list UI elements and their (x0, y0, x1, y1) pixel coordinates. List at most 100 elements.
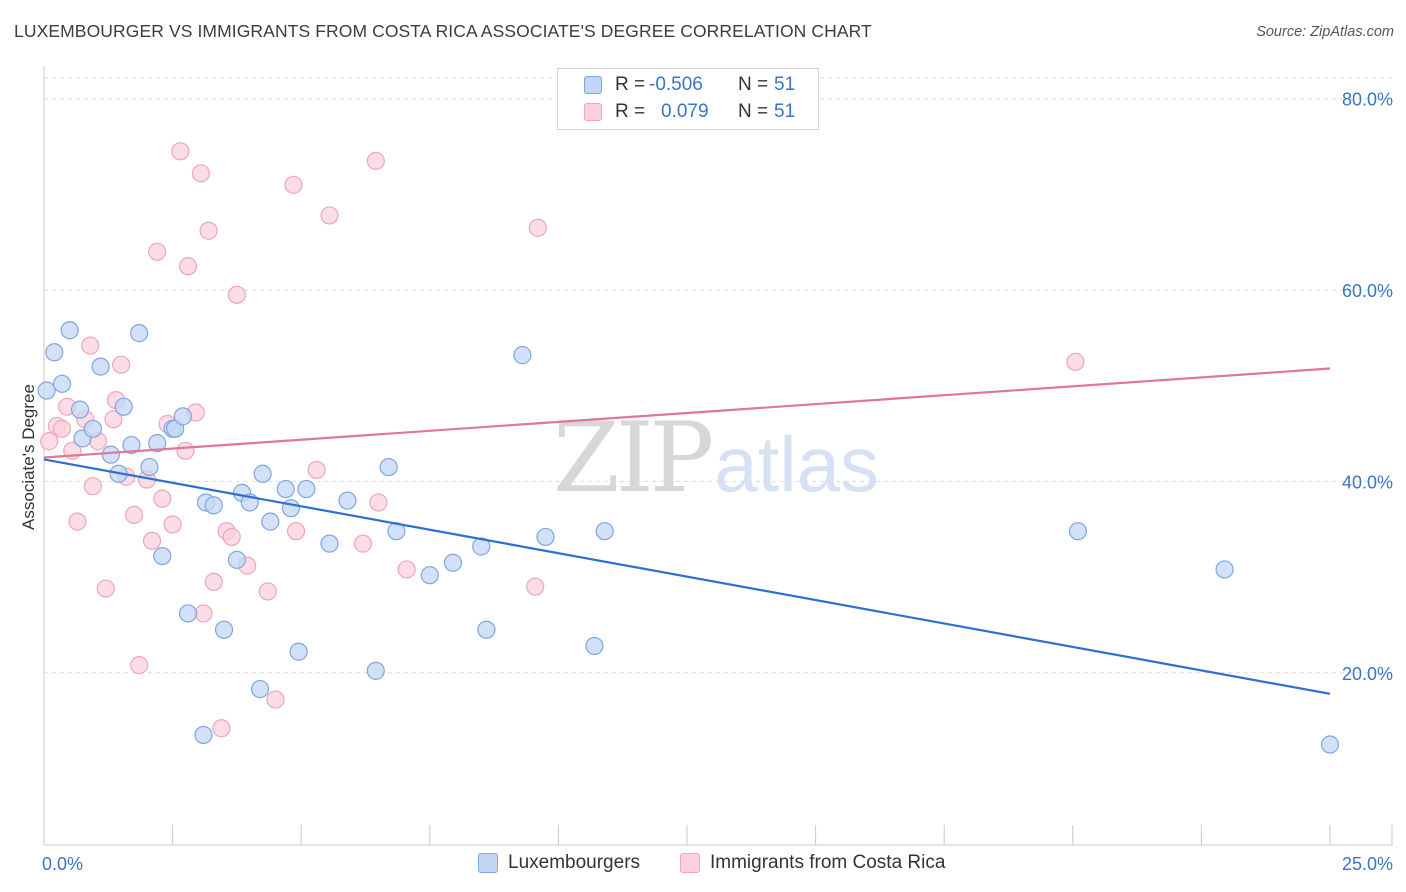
trendline-luxembourgers (43, 458, 1331, 695)
point-costa-rica (397, 560, 416, 579)
trendline-costa-rica (43, 367, 1331, 459)
point-luxembourger (148, 434, 167, 453)
point-luxembourger (122, 435, 141, 455)
point-costa-rica (307, 460, 326, 480)
point-costa-rica (526, 577, 545, 596)
y-axis-label: Associate's Degree (19, 384, 38, 530)
point-costa-rica (104, 410, 123, 429)
point-costa-rica (204, 572, 223, 591)
legend-r-label: R = (615, 101, 646, 122)
point-luxembourger (60, 321, 79, 340)
point-costa-rica (153, 489, 172, 508)
point-luxembourger (114, 397, 133, 416)
point-luxembourger (70, 400, 90, 419)
point-costa-rica (258, 582, 277, 601)
bottom-legend-swatch-blue (478, 853, 498, 873)
point-luxembourger (1068, 522, 1088, 541)
point-costa-rica (369, 493, 388, 512)
point-costa-rica (96, 579, 115, 598)
bottom-legend-label: Immigrants from Costa Rica (710, 852, 946, 873)
point-luxembourger (366, 661, 385, 680)
point-luxembourger (472, 537, 491, 556)
point-luxembourger (37, 381, 56, 400)
point-luxembourger (194, 725, 213, 745)
point-costa-rica (178, 257, 198, 276)
legend-n-value: 51 (774, 74, 796, 95)
correlation-legend: R = -0.506 N = 51 R = 0.079 N = 51 (557, 68, 819, 130)
point-costa-rica (212, 719, 231, 738)
point-costa-rica (320, 206, 339, 225)
point-luxembourger (536, 527, 555, 547)
point-luxembourger (253, 464, 272, 483)
point-luxembourger (83, 419, 102, 438)
point-costa-rica (163, 515, 182, 534)
legend-n-value: 51 (774, 101, 796, 122)
point-luxembourger (1215, 560, 1234, 579)
point-costa-rica (171, 142, 190, 161)
point-costa-rica (194, 604, 213, 623)
point-costa-rica (68, 512, 87, 531)
y-tick-label: 20.0% (1342, 664, 1393, 684)
y-tick-label: 40.0% (1342, 472, 1393, 492)
point-luxembourger (276, 479, 295, 499)
point-costa-rica (353, 534, 373, 553)
point-luxembourger (52, 374, 72, 393)
point-luxembourger (477, 620, 496, 639)
point-luxembourger (379, 457, 398, 477)
point-costa-rica (1066, 352, 1085, 371)
point-luxembourger (153, 546, 172, 566)
point-luxembourger (45, 343, 64, 362)
point-luxembourger (214, 620, 234, 639)
bottom-legend-label: Luxembourgers (508, 852, 641, 873)
x-tick-label: 25.0% (1342, 854, 1393, 874)
point-costa-rica (227, 285, 246, 304)
point-costa-rica (124, 505, 144, 525)
legend-r-value: -0.506 (649, 74, 703, 95)
point-costa-rica (81, 336, 100, 355)
point-luxembourger (130, 324, 149, 343)
point-costa-rica (191, 164, 210, 183)
point-costa-rica (222, 527, 241, 547)
point-costa-rica (284, 175, 303, 194)
legend-r-value: 0.079 (661, 101, 709, 122)
point-costa-rica (40, 432, 59, 451)
point-luxembourger (101, 445, 120, 464)
legend-swatch-blue (584, 76, 602, 94)
point-costa-rica (52, 419, 72, 438)
point-luxembourger (91, 357, 110, 376)
point-luxembourger (420, 566, 439, 585)
legend-swatch-pink (584, 103, 602, 121)
point-luxembourger (585, 636, 604, 656)
point-luxembourger (595, 522, 614, 541)
y-tick-label: 80.0% (1342, 90, 1393, 110)
point-luxembourger (178, 604, 198, 623)
source-credit: Source: ZipAtlas.com (1256, 24, 1394, 40)
point-costa-rica (199, 221, 218, 240)
point-costa-rica (176, 441, 195, 460)
point-luxembourger (1320, 735, 1340, 754)
point-costa-rica (83, 477, 102, 496)
point-luxembourger (261, 512, 280, 531)
bottom-legend-swatch-pink (680, 853, 700, 873)
point-costa-rica (528, 218, 547, 237)
point-costa-rica (148, 242, 167, 261)
legend-n-label: N = (738, 101, 769, 122)
x-tick-label: 0.0% (42, 854, 83, 874)
point-luxembourger (297, 479, 316, 499)
point-costa-rica (286, 522, 306, 541)
point-luxembourger (320, 534, 339, 553)
point-costa-rica (130, 656, 149, 675)
point-luxembourger (513, 346, 532, 365)
y-tick-label: 60.0% (1342, 281, 1393, 301)
chart-title: LUXEMBOURGER VS IMMIGRANTS FROM COSTA RI… (14, 21, 872, 41)
point-costa-rica (266, 690, 285, 709)
point-costa-rica (366, 151, 385, 170)
point-luxembourger (140, 457, 159, 477)
point-luxembourger (250, 679, 270, 699)
legend-n-label: N = (738, 74, 769, 95)
legend-r-label: R = (615, 74, 646, 95)
point-costa-rica (112, 355, 131, 374)
point-luxembourger (227, 550, 246, 569)
point-costa-rica (142, 531, 162, 550)
point-luxembourger (204, 496, 223, 515)
